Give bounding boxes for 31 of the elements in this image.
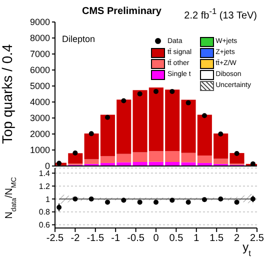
x-tick-label: -2 [70,233,80,244]
y-tick-label: 0.8 [38,208,51,217]
y-tick-label: 1000 [30,145,50,156]
x-tick-label: -0.5 [127,233,145,244]
y-tick-label: 6000 [30,65,50,76]
y-tick-label: 8000 [30,33,50,44]
x-tick-label: -1.5 [86,233,104,244]
y-tick-label: 9000 [30,17,50,28]
x-tick-label: 1.5 [210,233,224,244]
x-tick-label: 2.5 [250,233,264,244]
y-tick-label: 5000 [30,81,50,92]
x-axis-title: y$_{t}$ [242,240,252,258]
y-tick-label: 2000 [30,129,50,140]
chart-subtitle: 2.2 fb$^{-1}$ (13 TeV) [184,6,257,22]
y-tick-label: 1.2 [38,182,51,191]
y-tick-label: 4000 [30,97,50,108]
x-tick-label: 1 [194,233,200,244]
annotation: Dilepton [62,34,96,44]
x-tick-label: 2 [234,233,240,244]
y-tick-label: 0 [44,161,50,172]
y-axis-title: Top quarks / 0.4 [0,44,15,144]
y-tick-label: 1 [46,194,51,204]
x-tick-label: 0 [153,233,160,244]
y-tick-label: 7000 [30,49,50,60]
y-tick-label: 1.4 [38,169,51,178]
x-tick-label: -2.5 [46,233,64,244]
chart-title: CMS Preliminary [82,6,162,17]
y-tick-label: 3000 [30,113,50,124]
x-tick-label: 0.5 [169,233,184,244]
y-tick-label: 0.6 [38,220,51,230]
x-tick-label: -1 [111,233,120,244]
